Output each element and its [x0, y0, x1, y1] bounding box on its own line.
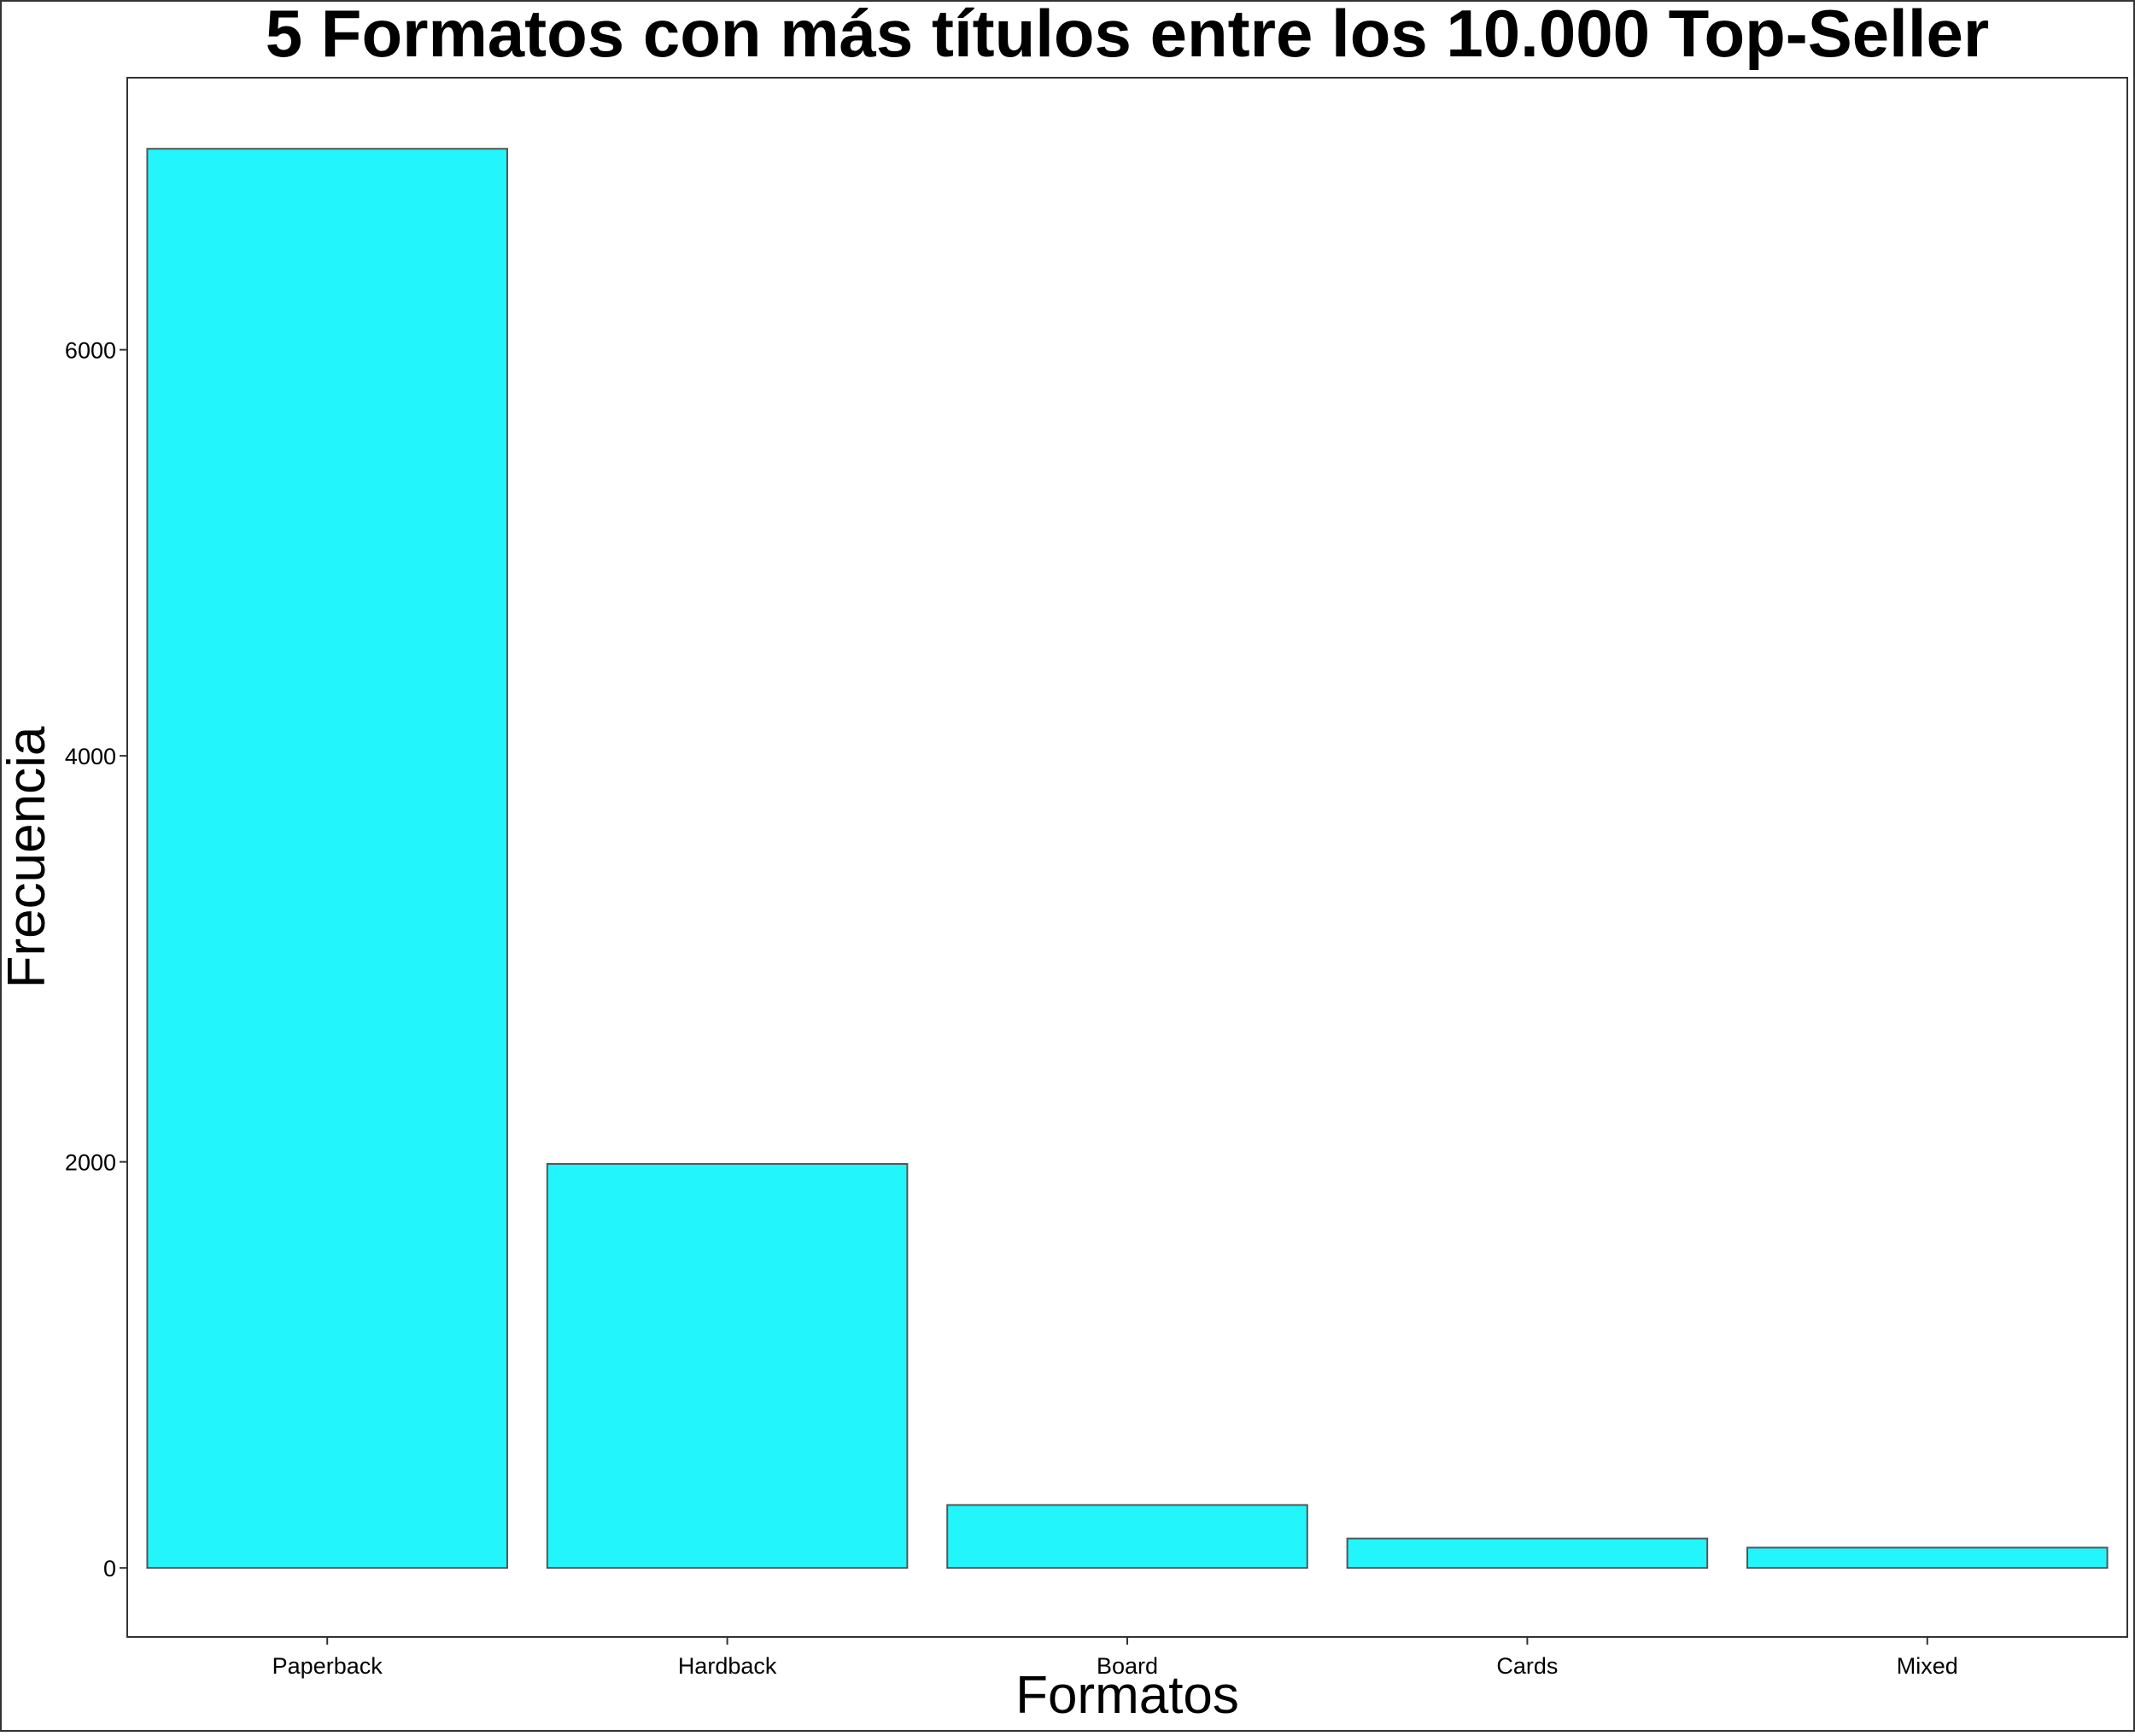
x-axis-title: Formatos [1015, 1666, 1239, 1725]
y-tick-label: 0 [103, 1556, 116, 1581]
x-tick-label: Paperback [272, 1653, 383, 1679]
chart-title: 5 Formatos con más títulos entre los 10.… [266, 0, 1989, 71]
x-axis: Paperback Hardback Board Cards Mixed [272, 1637, 1958, 1679]
y-tick-label: 6000 [65, 338, 116, 364]
y-tick-label: 4000 [65, 744, 116, 769]
x-tick-label: Board [1097, 1653, 1158, 1679]
x-tick-label: Cards [1496, 1653, 1558, 1679]
bar-mixed [1746, 1546, 2109, 1569]
bar-board [946, 1504, 1308, 1569]
y-axis: 0 2000 4000 6000 [65, 338, 127, 1581]
y-tick-label: 2000 [65, 1150, 116, 1176]
x-tick-label: Mixed [1897, 1653, 1958, 1679]
bar-hardback [546, 1163, 909, 1569]
bar-cards [1346, 1537, 1709, 1569]
bar-paperback [146, 148, 508, 1569]
x-tick-label: Hardback [678, 1653, 777, 1679]
bars-layer [146, 148, 2109, 1569]
y-axis-title: Frecuencia [0, 726, 56, 988]
